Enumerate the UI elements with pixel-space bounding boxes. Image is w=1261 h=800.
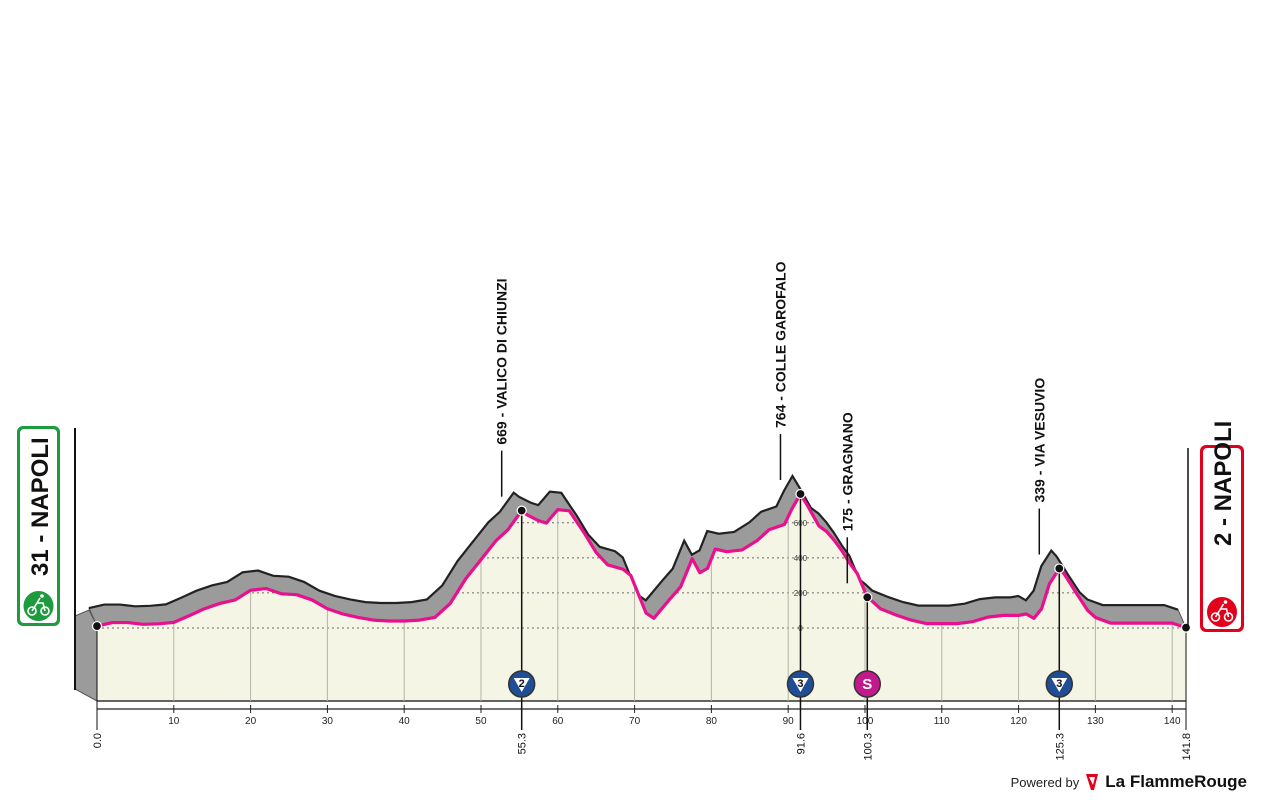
checkpoint-dot	[91, 620, 103, 632]
km-tick-label: 30	[322, 716, 334, 727]
sprint-badge-label: S	[862, 676, 872, 693]
point-label: 764 - COLLE GAROFALO	[772, 261, 788, 428]
start-plate: 31 - NAPOLI	[17, 426, 60, 626]
checkpoint-dot	[1054, 563, 1065, 574]
brand-label: La FlammeRouge	[1105, 772, 1247, 791]
km-tick-label: 50	[475, 716, 487, 727]
start-city-label: 31 - NAPOLI	[27, 437, 54, 576]
km-tick-label: 130	[1087, 716, 1104, 727]
km-tick-label: 120	[1010, 716, 1027, 727]
profile-ridge-line	[88, 473, 1179, 611]
climb-labels: 669 - VALICO DI CHIUNZI 764 - COLLE GAROF…	[494, 261, 1047, 584]
profile-line-group	[96, 492, 1187, 630]
start-bike-icon	[21, 589, 56, 623]
km-tick-label: 100	[857, 716, 874, 727]
km-tick-label: 40	[399, 716, 411, 727]
climb-category-label: 3	[1056, 678, 1062, 690]
km-tick-label: 60	[552, 716, 564, 727]
km-tick-label: 20	[245, 716, 257, 727]
point-label: 175 - GRAGNANO	[839, 412, 855, 531]
checkpoint-km-label: 125.3	[1054, 733, 1066, 761]
checkpoint-km-label: 0.0	[92, 733, 104, 748]
km-tick-label: 70	[629, 716, 641, 727]
climb-category-label: 2	[519, 678, 525, 690]
km-tick-label: 110	[934, 716, 950, 727]
flamme-rouge-logo-icon	[1086, 774, 1099, 790]
sprint-badge-icon	[853, 670, 882, 698]
checkpoint-km-label: 55.3	[517, 733, 529, 754]
climb-triangle-icon	[792, 678, 809, 692]
checkpoint-km-label: 141.8	[1181, 733, 1193, 761]
checkpoint-dot	[516, 505, 527, 516]
checkpoint-dot	[795, 488, 806, 500]
climb-triangle-icon	[513, 678, 530, 692]
point-label: 339 - VIA VESUVIO	[1031, 378, 1047, 503]
finish-city-label: 2 - NAPOLI	[1210, 421, 1237, 546]
checkpoint-km-label: 91.6	[795, 733, 807, 754]
climb-category-label: 3	[797, 678, 803, 690]
distance-axis: 10 20 30 40 50 60 70 80 90 100 110 120 130 140	[96, 705, 1187, 727]
checkpoint-dot	[862, 592, 873, 603]
climb-triangle-icon	[1051, 678, 1068, 692]
powered-by-label: Powered by	[1010, 774, 1080, 790]
point-label: 669 - VALICO DI CHIUNZI	[494, 278, 510, 444]
km-tick-label: 80	[706, 716, 718, 727]
km-tick-label: 90	[783, 716, 795, 727]
finish-bike-icon	[1205, 595, 1239, 629]
profile-line	[96, 492, 1187, 630]
finish-plate: 2 - NAPOLI	[1200, 421, 1244, 632]
footer-credit: Powered by La FlammeRouge	[1011, 772, 1247, 792]
km-tick-label: 140	[1164, 716, 1181, 727]
checkpoint-km-label: 100.3	[862, 733, 874, 761]
checkpoint-dot	[1180, 622, 1192, 633]
category-badges: 2 3 S 3	[507, 670, 1074, 698]
km-tick-label: 10	[168, 716, 180, 727]
checkpoint-markers: 0.0 55.3 91.6 100.3 125.3 141.8	[74, 428, 1193, 761]
